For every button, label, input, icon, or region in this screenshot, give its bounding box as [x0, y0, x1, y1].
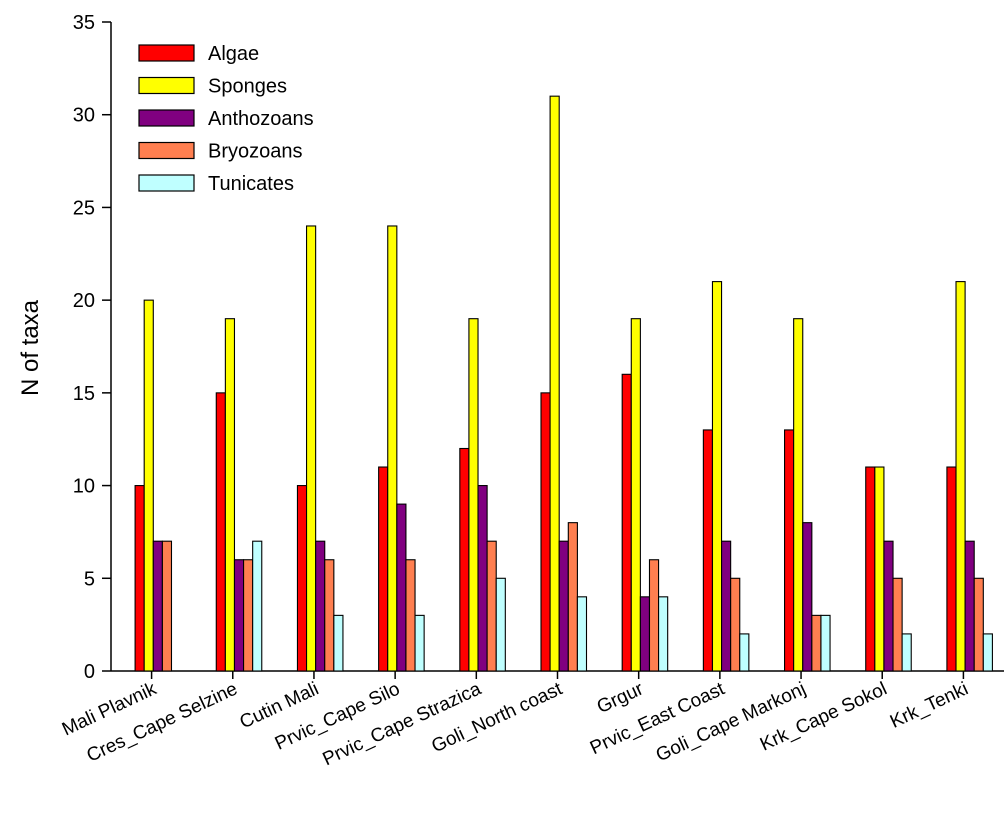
- bar-algae: [134, 485, 145, 672]
- legend-label: Anthozoans: [208, 108, 314, 130]
- bar-algae: [378, 466, 389, 672]
- bar-anthozoans: [152, 540, 163, 672]
- bar-bryozoans: [892, 577, 903, 672]
- bar-bryozoans: [486, 540, 497, 672]
- legend-label: Algae: [208, 43, 259, 65]
- y-tick-label: 15: [73, 383, 95, 405]
- bar-algae: [946, 466, 957, 672]
- y-tick-label: 10: [73, 476, 95, 498]
- bar-tunicates: [576, 596, 588, 672]
- bar-sponges: [143, 299, 154, 672]
- y-axis-label: N of taxa: [17, 299, 44, 396]
- y-tick-label: 25: [73, 197, 95, 219]
- bar-algae: [865, 466, 876, 672]
- bar-tunicates: [252, 540, 263, 672]
- bar-anthozoans: [721, 540, 732, 672]
- bar-sponges: [955, 281, 966, 672]
- legend-label: Sponges: [208, 76, 287, 98]
- bar-sponges: [630, 318, 641, 672]
- bar-sponges: [468, 318, 479, 672]
- bar-tunicates: [658, 596, 669, 672]
- bar-algae: [215, 392, 226, 672]
- bar-tunicates: [333, 614, 344, 672]
- bar-algae: [459, 447, 470, 672]
- bar-anthozoans: [639, 596, 651, 672]
- y-tick-label: 35: [73, 12, 95, 34]
- legend-swatch: [138, 44, 195, 62]
- bar-sponges: [711, 281, 723, 672]
- y-tick-label: 0: [84, 661, 95, 683]
- bar-anthozoans: [233, 559, 245, 672]
- y-tick-label: 5: [84, 568, 95, 590]
- legend-swatch: [138, 76, 195, 95]
- bar-anthozoans: [802, 522, 813, 672]
- bar-anthozoans: [558, 540, 569, 672]
- bar-anthozoans: [396, 503, 407, 672]
- x-tick-label: Cres_Cape Selzine: [84, 678, 241, 766]
- bar-tunicates: [820, 614, 831, 672]
- bar-tunicates: [495, 577, 506, 672]
- x-tick-label: Grgur: [594, 678, 648, 718]
- bar-sponges: [549, 95, 560, 672]
- bar-anthozoans: [315, 540, 326, 672]
- bar-bryozoans: [324, 559, 335, 672]
- legend-swatch: [138, 174, 195, 192]
- bar-bryozoans: [405, 559, 416, 672]
- bars: [134, 95, 993, 672]
- bar-bryozoans: [811, 614, 822, 672]
- y-tick-label: 20: [73, 290, 95, 312]
- bar-algae: [296, 485, 308, 672]
- bar-anthozoans: [964, 540, 975, 672]
- bar-anthozoans: [477, 485, 488, 672]
- bar-anthozoans: [883, 540, 894, 672]
- bar-sponges: [224, 318, 236, 672]
- legend-swatch: [138, 141, 195, 160]
- bar-algae: [540, 392, 551, 672]
- legend: Algae Sponges Anthozoans Bryozoans Tunicates: [138, 43, 314, 195]
- x-tick-label: Krk_Tenki: [887, 678, 971, 732]
- bar-tunicates: [982, 633, 993, 672]
- legend-label: Tunicates: [208, 173, 294, 195]
- legend-swatch: [138, 109, 195, 127]
- bar-sponges: [387, 225, 398, 672]
- bar-algae: [783, 429, 795, 672]
- bar-algae: [702, 429, 714, 672]
- bar-bryozoans: [567, 522, 578, 672]
- y-tick-labels: 0 5 10 15 20 25 30 35: [73, 12, 95, 683]
- bar-bryozoans: [161, 540, 173, 672]
- bar-sponges: [874, 466, 885, 672]
- bar-sponges: [793, 318, 804, 672]
- y-tick-label: 30: [73, 105, 95, 127]
- bar-bryozoans: [730, 577, 741, 672]
- bar-bryozoans: [648, 559, 660, 672]
- bar-tunicates: [739, 633, 750, 672]
- bar-bryozoans: [243, 559, 254, 672]
- legend-label: Bryozoans: [208, 141, 303, 163]
- bar-tunicates: [901, 633, 912, 672]
- bar-sponges: [305, 225, 317, 672]
- bar-algae: [621, 373, 632, 672]
- bar-bryozoans: [973, 577, 984, 672]
- bar-tunicates: [414, 614, 425, 672]
